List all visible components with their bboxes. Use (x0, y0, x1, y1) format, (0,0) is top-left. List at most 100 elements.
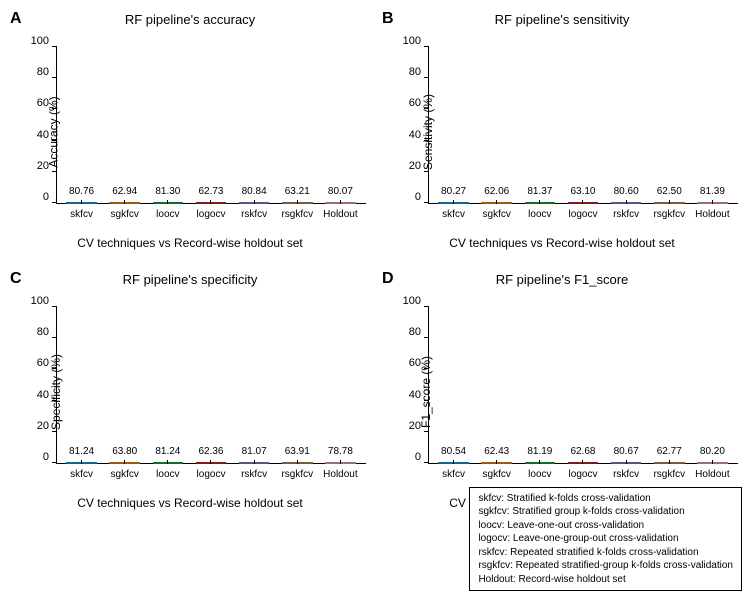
x-tick-labels: skfcvsgkfcvloocvlogocvrskfcvrsgkfcvHoldo… (56, 209, 366, 220)
bar-value-label: 80.76 (69, 186, 94, 200)
x-tick-label: skfcv (60, 209, 103, 220)
chart-area: 020406080100Accuracy (%)80.7662.9481.306… (56, 29, 366, 234)
legend-line: rsgkfcv: Repeated stratified-group k-fol… (478, 559, 733, 573)
legend-line: skfcv: Stratified k-folds cross-validati… (478, 492, 733, 506)
bar-value-label: 62.77 (657, 446, 682, 461)
panel-tag: B (382, 10, 394, 28)
x-tick-label: loocv (518, 469, 561, 480)
x-tick-label: rsgkfcv (276, 209, 319, 220)
bars-container: 80.7662.9481.3062.7380.8463.2180.07 (56, 47, 366, 204)
y-tick-label: 40 (409, 129, 421, 141)
bars-container: 81.24 63.80 81.24 62.36 81.07 63.91 78.78 (56, 307, 366, 464)
x-tick-marks (56, 460, 366, 464)
panel-tag: C (10, 270, 22, 288)
y-tick-label: 100 (31, 35, 49, 47)
bar-value-label: 62.73 (198, 186, 223, 201)
x-tick-label: loocv (518, 209, 561, 220)
panel-B: BRF pipeline's sensitivity020406080100Se… (380, 8, 744, 250)
bar-value-label: 81.24 (69, 446, 94, 460)
x-tick-label: Holdout (319, 209, 362, 220)
x-tick-label: rskfcv (233, 469, 276, 480)
legend-line: sgkfcv: Stratified group k-folds cross-v… (478, 505, 733, 519)
y-tick-label: 0 (43, 451, 49, 463)
x-tick-labels: skfcvsgkfcvloocvlogocvrskfcvrsgkfcvHoldo… (428, 209, 738, 220)
bar-value-label: 62.36 (198, 446, 223, 461)
x-tick-label: Holdout (691, 209, 734, 220)
x-tick-label: rskfcv (233, 209, 276, 220)
bar-value-label: 80.27 (441, 186, 466, 200)
panel-tag: A (10, 10, 22, 28)
x-tick-label: skfcv (432, 209, 475, 220)
x-tick-labels: skfcvsgkfcvloocvlogocvrskfcvrsgkfcvHoldo… (56, 469, 366, 480)
legend-line: loocv: Leave-one-out cross-validation (478, 519, 733, 533)
chart-title: RF pipeline's accuracy (8, 12, 372, 27)
x-tick-label: rsgkfcv (276, 469, 319, 480)
x-axis-label: CV techniques vs Record-wise holdout set (380, 236, 744, 250)
bar-value-label: 81.19 (527, 446, 552, 460)
bar-value-label: 78.78 (328, 446, 353, 460)
x-tick-label: loocv (146, 469, 189, 480)
chart-area: 020406080100Specificity (%)81.2463.8081.… (56, 289, 366, 494)
y-tick-label: 80 (37, 66, 49, 78)
legend-line: rskfcv: Repeated stratified k-folds cros… (478, 546, 733, 560)
x-tick-marks (428, 460, 738, 464)
x-tick-marks (428, 200, 738, 204)
y-tick-label: 0 (415, 451, 421, 463)
bar-value-label: 80.20 (700, 446, 725, 460)
bar-value-label: 81.37 (527, 186, 552, 200)
bar-value-label: 81.24 (155, 446, 180, 460)
bar-value-label: 80.54 (441, 446, 466, 460)
x-tick-label: logocv (561, 469, 604, 480)
bar-value-label: 62.94 (112, 186, 137, 201)
panel-C: CRF pipeline's specificity020406080100Sp… (8, 268, 372, 510)
x-tick-label: sgkfcv (475, 469, 518, 480)
x-tick-label: logocv (189, 469, 232, 480)
x-tick-label: logocv (189, 209, 232, 220)
legend-box: skfcv: Stratified k-folds cross-validati… (469, 487, 742, 592)
bar-value-label: 63.91 (285, 446, 310, 461)
bar-value-label: 63.80 (112, 446, 137, 461)
y-tick-label: 60 (37, 357, 49, 369)
chart-area: 020406080100F1_score (%)80.5462.4381.196… (428, 289, 738, 494)
bar-value-label: 62.50 (657, 186, 682, 201)
panel-A: ARF pipeline's accuracy020406080100Accur… (8, 8, 372, 250)
bar-value-label: 63.21 (285, 186, 310, 201)
x-tick-label: sgkfcv (103, 209, 146, 220)
bar-value-label: 80.84 (242, 186, 267, 200)
figure-page: ARF pipeline's accuracy020406080100Accur… (0, 0, 752, 595)
x-tick-label: Holdout (319, 469, 362, 480)
y-tick-label: 100 (31, 295, 49, 307)
chart-title: RF pipeline's specificity (8, 272, 372, 287)
bar-value-label: 62.68 (570, 446, 595, 461)
y-tick-label: 20 (409, 160, 421, 172)
bar-value-label: 62.43 (484, 446, 509, 461)
x-tick-labels: skfcvsgkfcvloocvlogocvrskfcvrsgkfcvHoldo… (428, 469, 738, 480)
y-tick-label: 100 (403, 295, 421, 307)
x-axis-label: CV techniques vs Record-wise holdout set (8, 236, 372, 250)
x-tick-label: skfcv (60, 469, 103, 480)
bar-value-label: 62.06 (484, 186, 509, 201)
bar-value-label: 80.60 (614, 186, 639, 200)
bar-value-label: 63.10 (570, 186, 595, 201)
y-tick-label: 80 (37, 326, 49, 338)
y-tick-label: 60 (409, 97, 421, 109)
bar-value-label: 80.07 (328, 186, 353, 200)
x-tick-label: logocv (561, 209, 604, 220)
legend-line: logocv: Leave-one-group-out cross-valida… (478, 532, 733, 546)
y-tick-label: 0 (43, 191, 49, 203)
x-tick-label: rsgkfcv (648, 469, 691, 480)
y-tick-label: 80 (409, 66, 421, 78)
x-tick-label: loocv (146, 209, 189, 220)
x-tick-label: skfcv (432, 469, 475, 480)
bar-value-label: 81.39 (700, 186, 725, 200)
chart-title: RF pipeline's F1_score (380, 272, 744, 287)
x-tick-label: sgkfcv (475, 209, 518, 220)
y-tick-label: 40 (37, 389, 49, 401)
bars-container: 80.27 62.06 81.37 63.10 80.60 62.50 81.39 (428, 47, 738, 204)
y-tick-label: 0 (415, 191, 421, 203)
x-tick-label: rskfcv (605, 209, 648, 220)
bar-value-label: 81.07 (242, 446, 267, 460)
x-tick-label: Holdout (691, 469, 734, 480)
panel-grid: ARF pipeline's accuracy020406080100Accur… (8, 8, 744, 498)
panel-D: DRF pipeline's F1_score020406080100F1_sc… (380, 268, 744, 510)
